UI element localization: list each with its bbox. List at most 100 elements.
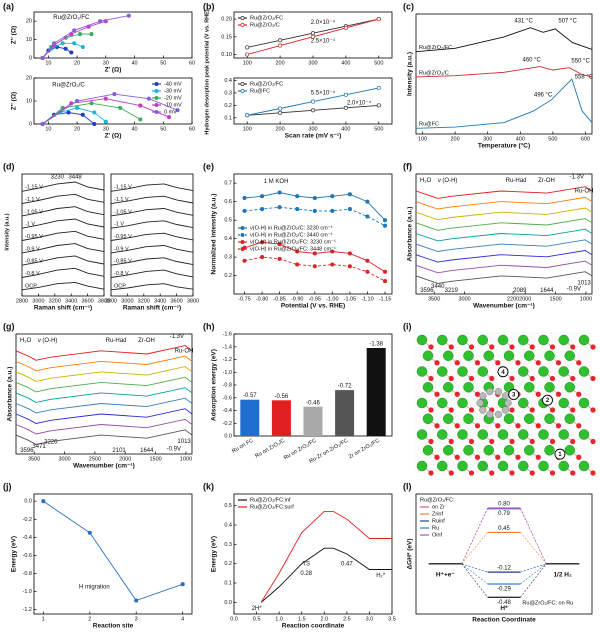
y-tick-label: 0.5	[224, 503, 232, 509]
o-atom	[576, 360, 582, 366]
x-tick-label: 40	[131, 60, 137, 66]
x-tick-label: 300	[308, 126, 317, 132]
annotation: Ru-OH	[575, 189, 594, 195]
data-point	[277, 256, 282, 261]
data-point	[295, 262, 300, 267]
x-tick-label: 2	[88, 616, 91, 622]
zr-atom	[503, 350, 515, 361]
o-atom	[555, 391, 562, 397]
zr-atom	[564, 382, 575, 393]
annotation: 2101	[112, 448, 126, 454]
series-line	[21, 206, 105, 217]
o-atom	[428, 344, 434, 350]
zr-atom	[558, 366, 569, 377]
series-label: -1.15 V	[114, 185, 132, 191]
energy-connector	[461, 563, 488, 573]
ru-atom	[476, 399, 484, 407]
x-tick-label: 3	[135, 616, 138, 622]
data-point	[278, 38, 283, 43]
bar	[335, 390, 355, 436]
data-point	[245, 113, 250, 118]
legend-marker	[240, 82, 245, 86]
y-tick-label: -1.4	[223, 344, 232, 350]
annotation: -0.9V	[167, 446, 181, 452]
o-atom	[570, 375, 576, 382]
x-tick-label: 3500	[428, 296, 440, 302]
series-label: Ru@FC	[419, 122, 439, 128]
x-axis-label: Wavenumber (cm⁻¹)	[473, 303, 535, 310]
data-point	[347, 251, 352, 256]
y-tick-label: 0.1	[224, 580, 232, 586]
category-label: H⁺+e⁻	[436, 571, 456, 578]
annotation: ν (O-H)	[438, 178, 458, 184]
series-line	[415, 250, 593, 263]
x-tick-label: 50	[160, 126, 166, 132]
zr-atom	[538, 334, 549, 346]
x-tick-label: 3400	[154, 298, 166, 304]
energy-value-label: -0.29	[497, 587, 511, 593]
legend-label: Ru@ZrO₂/FC	[250, 15, 283, 21]
y-axis-label: Absorbance (a.u.)	[407, 207, 414, 262]
y-tick-label: -0.4	[223, 408, 232, 414]
energy-value-label: 0.79	[498, 511, 510, 517]
legend-label: ν(O-H) in Ru@ZrO₂/C: 3440 cm⁻¹	[250, 232, 333, 238]
o-atom	[468, 438, 475, 445]
o-atom	[489, 375, 495, 382]
x-tick-label: 500	[374, 126, 383, 132]
legend-marker	[154, 103, 159, 107]
x-tick-label: 40	[131, 126, 137, 132]
o-atom	[555, 360, 562, 366]
series-line	[21, 255, 105, 266]
o-atom	[570, 438, 576, 445]
plot-frame	[415, 13, 593, 135]
data-point	[175, 108, 180, 113]
data-point	[245, 45, 250, 50]
legend-marker	[240, 233, 245, 237]
site-label: 2	[546, 398, 550, 404]
zr-atom	[544, 413, 555, 424]
series-line	[110, 283, 194, 291]
panel-letter: (a)	[3, 1, 14, 11]
o-atom	[570, 407, 576, 413]
o-atom	[448, 470, 454, 476]
annotation: Ru-OH	[175, 348, 194, 354]
zr-atom	[416, 334, 428, 346]
annotation: Ru-Had	[106, 338, 127, 344]
annotation: 431 °C	[514, 18, 533, 24]
series-label: -0.8 V	[25, 271, 40, 277]
zr-atom	[524, 413, 535, 424]
data-point	[382, 218, 388, 223]
y-tick-label: 20	[26, 75, 32, 81]
y-tick-label: 0.2	[224, 103, 232, 109]
zr-atom	[518, 429, 529, 440]
y-tick-label: 0.5	[224, 218, 232, 224]
annotation: 460 °C	[522, 57, 541, 63]
zr-atom	[497, 334, 509, 346]
x-axis-label: Scan rate (mV s⁻¹)	[285, 133, 342, 140]
x-tick-label: -0.75	[238, 296, 251, 302]
zr-atom	[524, 445, 535, 456]
x-tick-label: 30	[103, 60, 109, 66]
x-axis-label: Reaction site	[93, 623, 134, 630]
y-axis-label: Energy (eV)	[11, 536, 18, 572]
bar-value-label: -0.56	[275, 394, 289, 400]
series-line	[15, 387, 193, 403]
series-label: -1 V	[25, 222, 35, 228]
zr-atom	[463, 350, 474, 361]
series-line	[415, 78, 593, 129]
x-tick-label: 300	[483, 136, 492, 142]
x-tick-label: 50	[160, 60, 166, 66]
x-tick-label: 400	[516, 136, 525, 142]
data-point	[376, 17, 381, 22]
data-point	[242, 208, 247, 213]
zr-atom	[437, 397, 448, 409]
data-point	[382, 279, 388, 284]
y-tick-label: 0	[29, 55, 32, 61]
series-line	[415, 218, 593, 231]
y-tick-label: -0.2	[23, 517, 32, 523]
data-point	[365, 199, 370, 204]
x-tick-label: 3.5	[388, 616, 396, 622]
series-label: -0.95 V	[114, 234, 132, 240]
series-label: -1 V	[114, 222, 124, 228]
